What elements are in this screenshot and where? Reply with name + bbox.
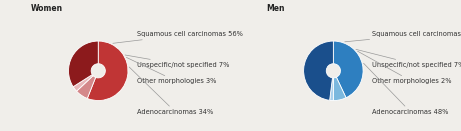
Wedge shape [333,41,363,98]
Wedge shape [87,41,128,101]
Wedge shape [69,41,98,87]
Text: Unspecific/not specified 7%: Unspecific/not specified 7% [125,55,230,68]
Text: Squamous cell carcinomas 43%: Squamous cell carcinomas 43% [345,31,461,42]
Text: Unspecific/not specified 7%: Unspecific/not specified 7% [356,49,461,68]
Text: Adenocarcinomas 34%: Adenocarcinomas 34% [129,67,213,115]
Text: Women: Women [31,4,63,13]
Wedge shape [73,75,93,91]
Text: Squamous cell carcinomas 56%: Squamous cell carcinomas 56% [113,31,243,43]
Wedge shape [304,41,333,100]
Text: Adenocarcinomas 48%: Adenocarcinomas 48% [364,63,449,115]
Text: Other morphologies 3%: Other morphologies 3% [126,57,217,84]
Wedge shape [330,78,333,101]
Wedge shape [77,76,95,99]
Text: Men: Men [266,4,284,13]
Wedge shape [333,77,346,101]
Text: Other morphologies 2%: Other morphologies 2% [358,51,452,84]
